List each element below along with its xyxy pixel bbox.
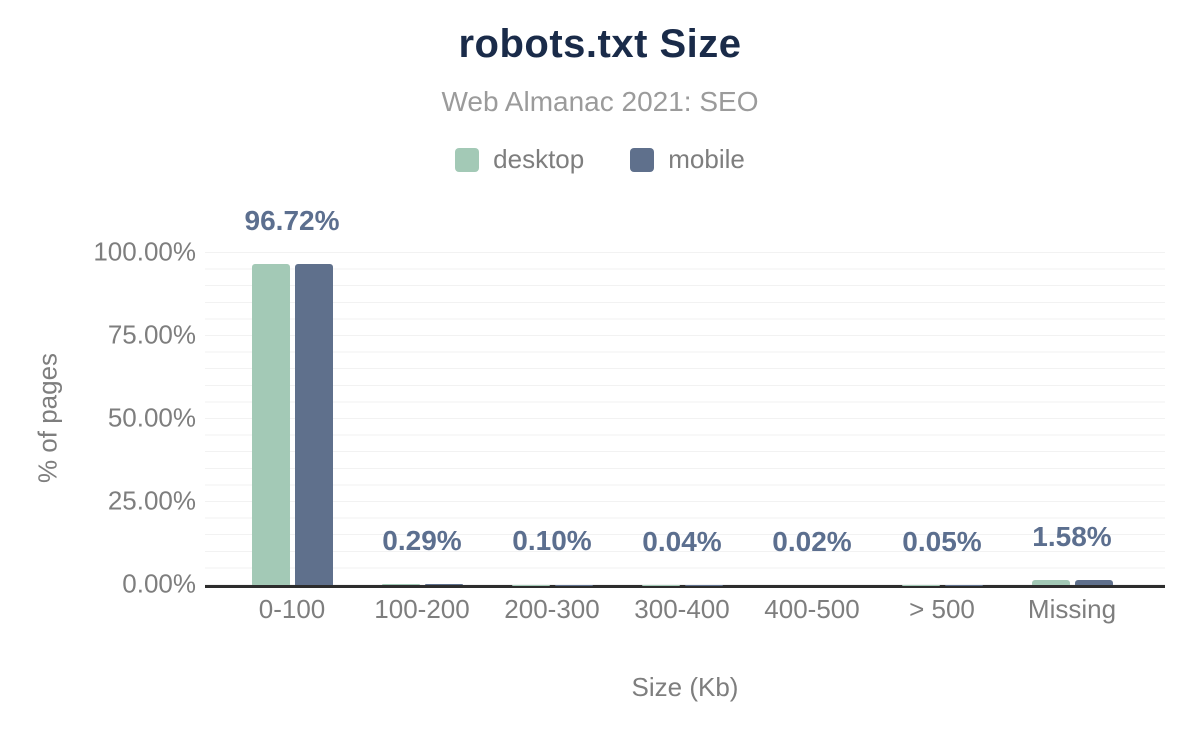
y-tick: 0.00%: [122, 568, 196, 599]
legend-swatch-desktop: [455, 147, 480, 172]
plot-area: 96.72% 0.29% 0.10% 0.04% 0.02% 0.05% 1.58%: [205, 205, 1165, 588]
bar-group-200-300: 0.10%: [487, 253, 617, 585]
y-tick: 50.00%: [107, 402, 196, 433]
x-axis-ticks: 0-100 100-200 200-300 300-400 400-500 > 500 Mi…: [227, 594, 1137, 625]
bar-mobile-Missing[interactable]: [1074, 579, 1113, 585]
x-tick-> 500: > 500: [909, 594, 975, 624]
legend: desktop mobile: [0, 144, 1200, 175]
x-tick-0-100: 0-100: [258, 594, 326, 624]
y-axis-ticks: 0.00% 25.00% 50.00% 75.00% 100.00%: [0, 237, 196, 599]
y-tick: 100.00%: [93, 236, 196, 267]
bar-group-100-200: 0.29%: [357, 253, 487, 585]
bar-group-400-500: 0.02%: [747, 253, 877, 585]
bar-value-label: 0.05%: [902, 525, 982, 557]
legend-item-mobile: mobile: [630, 144, 745, 175]
chart-subtitle: Web Almanac 2021: SEO: [441, 86, 759, 117]
bar-mobile-100-200[interactable]: [424, 584, 463, 585]
x-tick-400-500: 400-500: [764, 594, 860, 624]
bar-value-label: 0.29%: [382, 524, 462, 556]
bar-desktop-100-200[interactable]: [381, 584, 420, 585]
legend-label-desktop: desktop: [493, 144, 585, 174]
legend-swatch-mobile: [630, 147, 655, 172]
legend-item-desktop: desktop: [455, 144, 584, 175]
x-tick-300-400: 300-400: [634, 594, 730, 624]
bar-group-Missing: 1.58%: [1007, 253, 1137, 585]
x-tick-100-200: 100-200: [374, 594, 470, 624]
x-axis-title: Size (Kb): [631, 672, 739, 702]
bar-value-label: 0.02%: [772, 525, 852, 557]
bar-desktop-0-100[interactable]: [251, 263, 290, 585]
bar-group-> 500: 0.05%: [877, 253, 1007, 585]
x-tick-Missing: Missing: [1027, 594, 1117, 624]
bar-desktop-Missing[interactable]: [1031, 579, 1070, 585]
bar-mobile-0-100[interactable]: [294, 263, 333, 585]
y-tick: 75.00%: [107, 319, 196, 350]
x-tick-200-300: 200-300: [504, 594, 600, 624]
y-tick: 25.00%: [107, 485, 196, 516]
bar-value-label: 0.10%: [512, 525, 592, 557]
bars-container: 96.72% 0.29% 0.10% 0.04% 0.02% 0.05% 1.58%: [227, 205, 1137, 585]
bar-group-300-400: 0.04%: [617, 253, 747, 585]
bar-value-label: 96.72%: [244, 204, 340, 236]
chart-title: robots.txt Size: [458, 22, 742, 66]
bar-value-label: 1.58%: [1032, 520, 1112, 552]
legend-label-mobile: mobile: [668, 144, 745, 174]
bar-group-0-100: 96.72%: [227, 205, 357, 585]
bar-value-label: 0.04%: [642, 525, 722, 557]
